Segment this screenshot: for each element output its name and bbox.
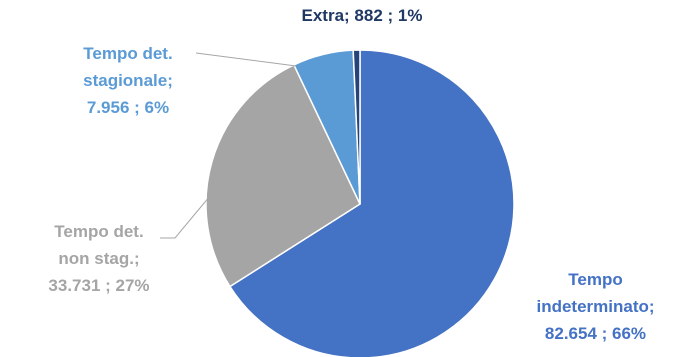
label-stagionale-value: 7.956 ; 6% [86, 98, 170, 117]
data-label-tempo-det-stagionale: Tempo det. stagionale; 7.956 ; 6% [48, 40, 208, 121]
label-nonstag-line-1: Tempo det. [54, 222, 144, 241]
label-nonstag-line-2: non stag.; [58, 249, 140, 268]
label-indet-line-2: indeterminato; [536, 297, 655, 316]
data-label-extra: Extra; 882 ; 1% [262, 6, 462, 26]
label-nonstag-value: 33.731 ; 27% [48, 276, 150, 295]
label-extra-line-1: Extra; 882 ; 1% [301, 6, 423, 25]
label-stagionale-line-2: stagionale; [83, 71, 173, 90]
label-indet-line-1: Tempo [568, 270, 623, 289]
pie-slice-tempo-indeterminato [228, 49, 515, 357]
data-label-tempo-indeterminato: Tempo indeterminato; 82.654 ; 66% [508, 266, 683, 347]
label-indet-value: 82.654 ; 66% [544, 324, 647, 343]
pie-slice-tempo-det-non-stag [205, 63, 361, 288]
pie-slices [205, 49, 515, 357]
leader-line-non-stag [160, 189, 216, 239]
data-label-tempo-det-non-stag: Tempo det. non stag.; 33.731 ; 27% [20, 218, 178, 299]
leader-lines [160, 52, 297, 239]
leader-line-stagionale [195, 52, 297, 67]
pie-slice-extra [352, 49, 361, 205]
label-stagionale-line-1: Tempo det. [83, 44, 173, 63]
